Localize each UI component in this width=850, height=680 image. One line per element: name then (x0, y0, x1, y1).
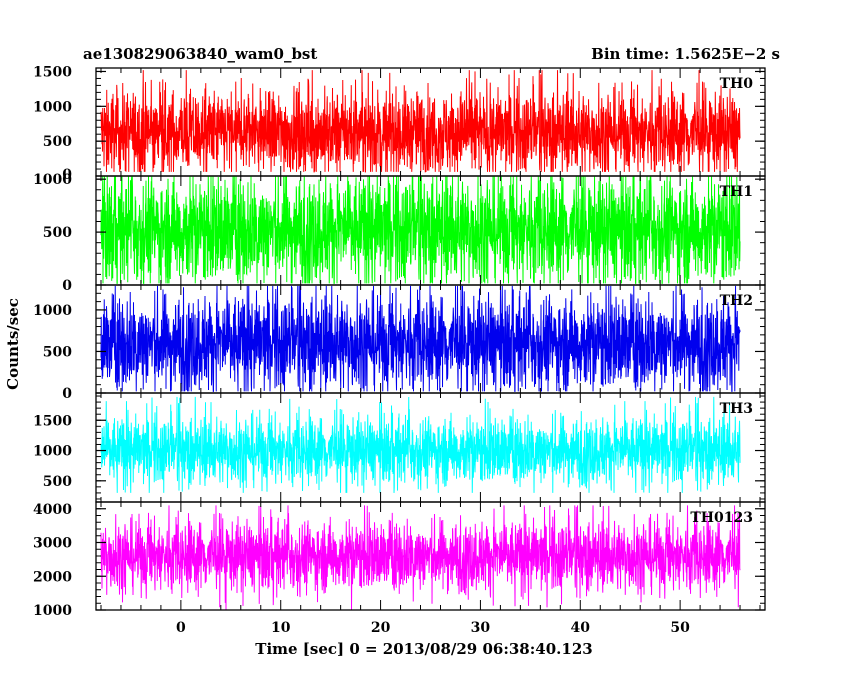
series-line-th3 (100, 396, 741, 493)
panel-th0: 500 1000 1500 0 TH0 (33, 64, 766, 183)
y-tick-label: 0 (62, 278, 72, 294)
bin-time-label: Bin time: 1.5625E−2 s (591, 45, 780, 63)
x-axis-label: Time [sec] 0 = 2013/08/29 06:38:40.123 (255, 640, 592, 658)
panel-label-th3: TH3 (720, 401, 753, 417)
panel-label-th0: TH0 (720, 76, 754, 92)
y-tick-label: 1000 (33, 603, 72, 619)
y-tick-label: 500 (43, 134, 72, 150)
y-tick-label: 500 (43, 225, 72, 241)
panel-th2: 0 500 1000 TH2 (33, 284, 766, 402)
panels-group: 500 1000 1500 0 TH0 0 500 1000 TH1 0 500 1000 TH2 500… (33, 64, 766, 619)
y-tick-label: 500 (43, 344, 72, 360)
panel-label-th1: TH1 (720, 184, 753, 200)
series-line-th0123 (100, 505, 741, 610)
panel-th1: 0 500 1000 TH1 (33, 172, 766, 294)
panel-label-th0123: TH0123 (690, 510, 753, 526)
y-axis-label: Counts/sec (4, 298, 22, 390)
y-tick-label: 1000 (33, 303, 72, 319)
x-tick-label: 50 (670, 620, 690, 636)
y-tick-label: 2000 (33, 569, 72, 585)
y-tick-label: 0 (62, 386, 72, 402)
y-tick-label: 0 (62, 167, 72, 183)
series-line-th1 (100, 176, 741, 284)
y-tick-label: 1000 (33, 444, 72, 460)
panel-th3: 500 1000 1500 TH3 (33, 392, 766, 503)
y-tick-label: 500 (43, 474, 72, 490)
x-tick-label: 20 (371, 620, 391, 636)
y-tick-label: 1500 (33, 413, 72, 429)
x-tick-label: 40 (571, 620, 591, 636)
y-tick-label: 1500 (33, 64, 72, 80)
x-tick-label: 0 (176, 620, 186, 636)
series-line-th0 (100, 70, 741, 173)
series-line-th2 (100, 285, 741, 392)
y-tick-label: 1000 (33, 172, 72, 188)
x-tick-label: 30 (471, 620, 491, 636)
x-tick-label: 10 (271, 620, 291, 636)
panel-th0123: 1000 2000 3000 4000 TH0123 (33, 501, 766, 619)
chart-title: ae130829063840_wam0_bst (83, 45, 317, 63)
y-tick-label: 3000 (33, 536, 72, 552)
panel-label-th2: TH2 (720, 293, 753, 309)
y-tick-label: 1000 (33, 99, 72, 115)
y-tick-label: 4000 (33, 502, 72, 518)
x-axis-tick-labels: 0 10 20 30 40 50 (176, 620, 690, 636)
